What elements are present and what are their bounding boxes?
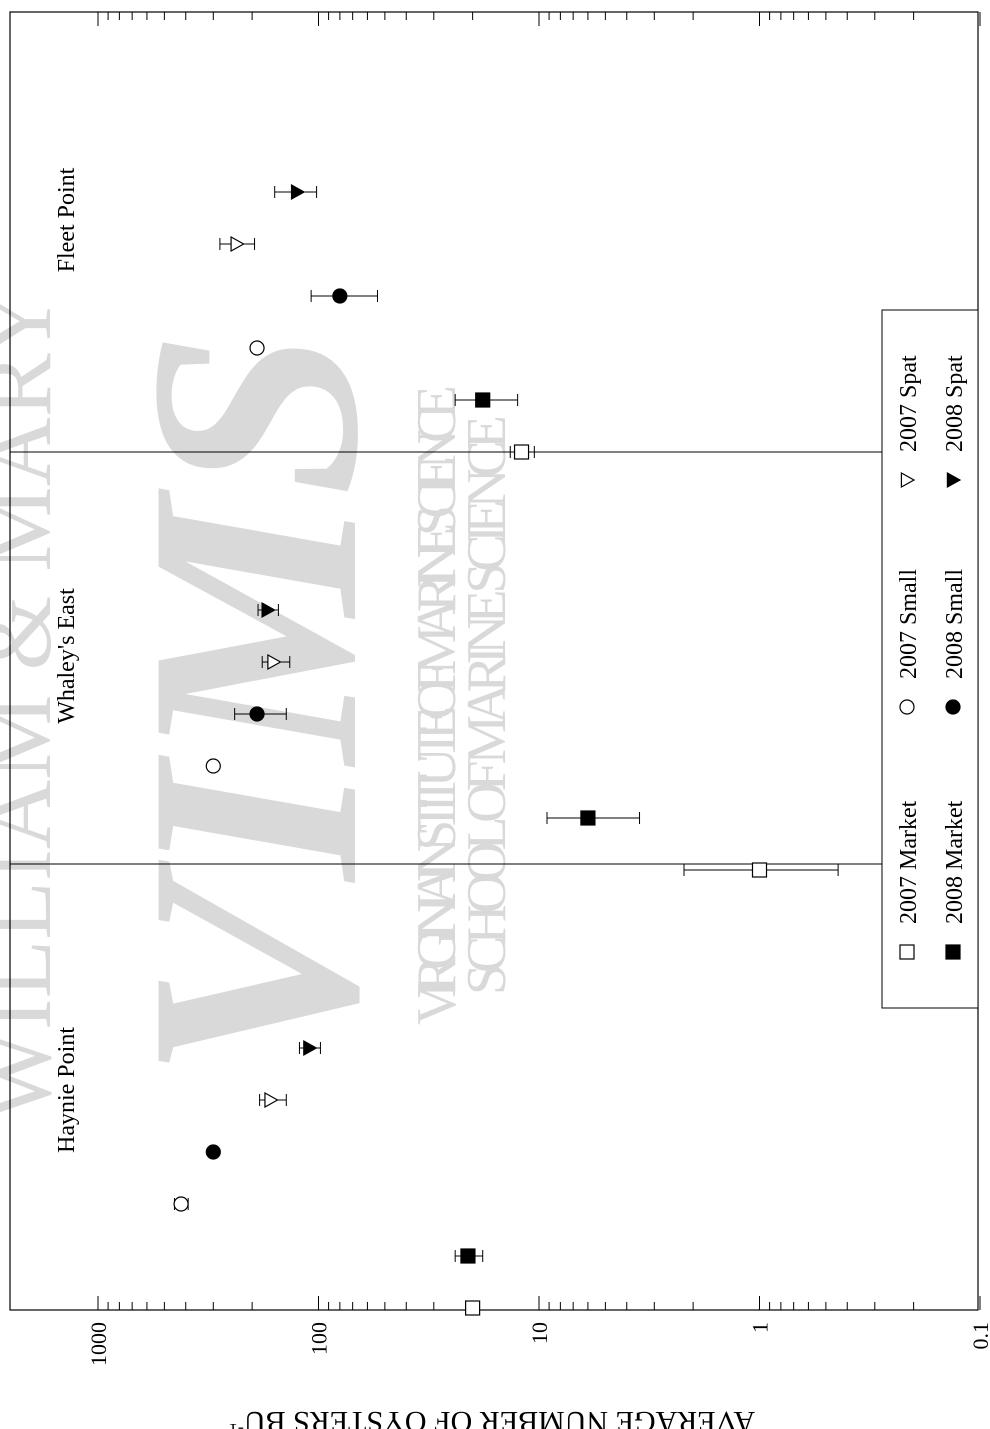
axis-ticks [97,12,981,1310]
tick-label: 1 [748,1322,773,1333]
marker-2008-market [460,1248,476,1264]
legend-marker [945,944,961,960]
group-label-fleet: Fleet Point [54,167,80,272]
y-axis-label: AVERAGE NUMBER OF OYSTERS BU-1 [229,1405,755,1429]
legend-marker [900,471,916,489]
legend-marker [899,944,915,960]
legend-label: 2007 Market [896,800,922,924]
marker-2007-market [751,862,768,878]
marker-2008-small [249,706,265,722]
marker-2007-market [513,444,530,460]
y-axis-label-text: AVERAGE NUMBER OF OYSTERS BU [244,1405,756,1429]
legend-label: 2008 Spat [942,355,968,452]
svg-text:AVERAGE NUMBER OF OYSTERS BU-1: AVERAGE NUMBER OF OYSTERS BU-1 [229,1405,755,1429]
legend-marker [945,699,961,715]
marker-2008-spat [261,601,276,619]
marker-2007-spat [230,235,245,253]
legend-marker [899,699,915,715]
marker-2008-market [475,392,491,408]
marker-2007-small [173,1196,189,1212]
group-label-whaleys: Whaley's East [54,588,80,724]
marker-2008-spat [303,1039,318,1057]
legend: 2007 Market 2008 Market 2007 Small 2008 Sma… [881,309,979,1009]
marker-2008-spat [290,183,306,201]
legend-label: 2007 Small [896,569,922,679]
watermark-line2: VIMS [88,330,420,1080]
data-markers [173,183,768,1316]
legend-label: 2007 Spat [896,355,922,452]
marker-2007-market [465,1300,481,1316]
marker-2007-spat [264,1091,279,1109]
group-label-haynie: Haynie Point [54,1027,80,1153]
legend-label: 2008 Small [942,569,968,679]
marker-2007-small [205,758,221,774]
y-axis-label-sup: -1 [229,1420,244,1429]
tick-labels: 1000 100 10 1 0.1 [86,1322,990,1366]
watermark: WILLIAM & MARY VIMS VIRGINIA INSTITUTE O… [0,289,518,1121]
watermark-line4: SCHOOL OF MARINE SCIENCE [456,415,518,995]
legend-box [881,309,979,1009]
tick-label: 0.1 [968,1322,990,1350]
legend-items: 2007 Market 2008 Market 2007 Small 2008 Sma… [896,355,968,960]
marker-2007-spat [267,653,282,671]
tick-label: 1000 [86,1322,111,1366]
watermark-line3: VIRGINIA INSTITUTE OF MARINE SCIENCE [406,385,468,1025]
marker-2008-small [332,288,348,304]
tick-label: 100 [307,1322,332,1355]
tick-label: 10 [527,1322,552,1344]
marker-2008-market [580,810,596,826]
marker-2007-small [249,340,265,356]
watermark-line1: WILLIAM & MARY [0,289,71,1121]
legend-marker [946,471,962,489]
legend-label: 2008 Market [942,800,968,924]
marker-2008-small [205,1144,221,1160]
